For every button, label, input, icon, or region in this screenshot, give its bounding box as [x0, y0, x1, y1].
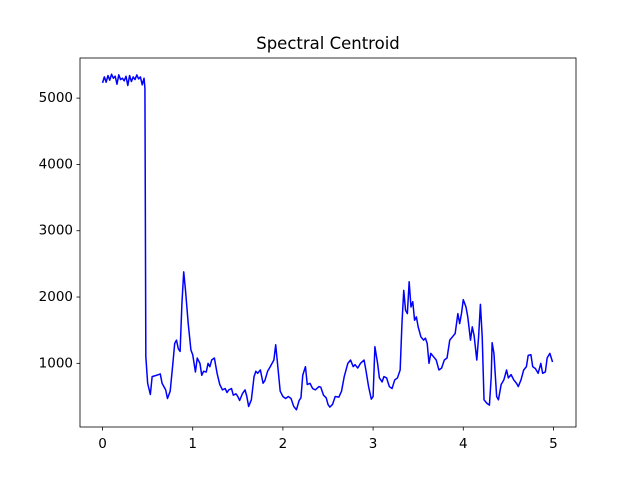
- y-tick-label: 3000: [39, 223, 73, 239]
- y-tick-label: 1000: [39, 355, 73, 371]
- x-tick-label: 3: [369, 436, 378, 452]
- plot-frame: [79, 57, 577, 428]
- chart-title: Spectral Centroid: [256, 34, 400, 53]
- x-tick-label: 5: [549, 436, 558, 452]
- y-tick-label: 4000: [39, 156, 73, 172]
- line: [101, 73, 554, 411]
- x-tick-label: 1: [188, 436, 197, 452]
- x-tick-label: 2: [279, 436, 288, 452]
- x-tick-label: 4: [459, 436, 468, 452]
- y-tick-label: 5000: [39, 90, 73, 106]
- x-tick-label: 0: [98, 436, 107, 452]
- y-tick-label: 2000: [39, 289, 73, 305]
